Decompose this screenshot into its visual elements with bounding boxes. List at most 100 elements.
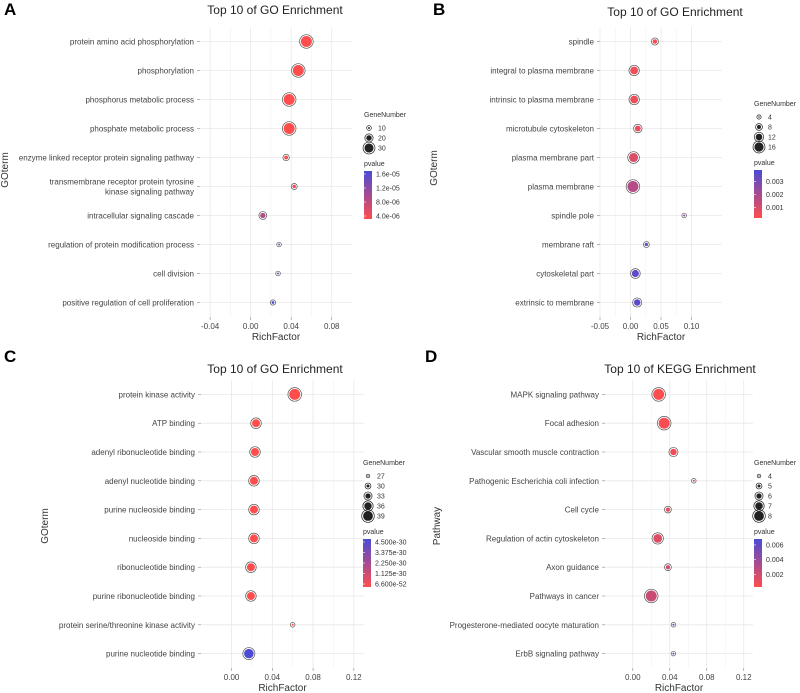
chart-title: Top 10 of GO Enrichment	[207, 3, 343, 17]
point-ring	[664, 563, 672, 571]
color-legend-label: 0.001	[766, 205, 784, 212]
point-ring	[249, 446, 261, 458]
size-legend-label: 4	[768, 115, 772, 122]
y-tick-label: Axon guidance	[546, 563, 599, 572]
color-legend-title: pvalue	[364, 161, 385, 168]
x-tick-label: 0.10	[684, 322, 700, 331]
size-legend-label: 33	[377, 494, 385, 501]
size-legend-label: 5	[768, 484, 772, 491]
data-point	[644, 242, 649, 247]
panel-a: A Top 10 of GO Enrichment protein amino ac…	[0, 0, 407, 343]
size-legend-title: GeneNumber	[754, 460, 797, 467]
point-ring	[670, 622, 677, 628]
y-tick-label: nucleoside binding	[129, 534, 195, 543]
point-ring	[630, 268, 641, 279]
y-tick-label: cell division	[153, 270, 194, 279]
y-tick-label: Pathogenic Escherichia coli infection	[469, 477, 599, 486]
y-tick-label: extrinsic to membrane	[515, 299, 594, 308]
y-axis-label: Pathway	[432, 507, 443, 545]
x-axis-label: RichFactor	[637, 332, 686, 343]
data-point	[683, 214, 686, 217]
point-ring	[633, 123, 643, 134]
data-point	[631, 269, 639, 278]
size-legend-dot	[755, 133, 763, 141]
y-axis-label: GOterm	[40, 508, 51, 544]
color-legend-label: 0.004	[766, 557, 784, 564]
data-point	[283, 123, 295, 134]
data-point	[300, 36, 312, 47]
color-legend-label: 0.002	[766, 192, 784, 199]
data-point	[278, 243, 281, 246]
data-point	[250, 448, 259, 456]
data-point	[672, 623, 675, 626]
data-point	[630, 95, 639, 104]
size-legend-ring	[755, 482, 763, 490]
x-tick-label: 0.08	[699, 673, 715, 682]
size-legend-label: 39	[377, 514, 385, 521]
data-point	[670, 448, 677, 456]
size-legend-ring	[755, 123, 763, 131]
y-tick-label: cytoskeletal part	[536, 270, 595, 279]
point-ring	[290, 183, 298, 190]
point-ring	[258, 211, 268, 220]
y-axis-label: GOterm	[429, 150, 440, 186]
color-legend-label: 1.2e-05	[376, 186, 400, 193]
data-point	[629, 152, 639, 163]
data-point	[283, 94, 295, 105]
point-ring	[291, 63, 306, 78]
y-tick-label: phosphorus metabolic process	[85, 96, 194, 105]
y-tick-label: intrinsic to plasma membrane	[490, 96, 595, 105]
data-point	[277, 272, 280, 275]
size-legend-ring	[361, 509, 375, 523]
point-ring	[248, 475, 260, 487]
point-ring	[242, 647, 256, 660]
size-legend-dot	[758, 116, 760, 118]
y-tick-label: regulation of protein modification proce…	[48, 241, 194, 250]
size-legend-title: GeneNumber	[754, 101, 797, 108]
point-ring	[628, 64, 640, 77]
point-ring	[625, 179, 641, 194]
point-ring	[282, 153, 290, 162]
point-ring	[245, 590, 257, 602]
x-axis-label: RichFactor	[258, 683, 307, 693]
data-point	[292, 65, 304, 76]
panel-letter: D	[425, 347, 437, 366]
color-legend-title: pvalue	[363, 529, 384, 536]
y-tick-label: ATP binding	[152, 419, 195, 428]
point-ring	[651, 387, 666, 402]
point-ring	[248, 503, 260, 516]
data-point	[252, 419, 261, 428]
size-legend-title: GeneNumber	[364, 112, 407, 119]
x-tick-label: 0.04	[265, 673, 281, 682]
size-legend-dot	[366, 135, 372, 141]
point-ring	[282, 121, 297, 136]
data-point	[672, 652, 675, 655]
y-tick-label: phosphate metabolic process	[90, 125, 194, 134]
panel-letter: C	[4, 347, 16, 366]
color-legend-label: 4.0e-06	[376, 214, 400, 221]
y-tick-label: microtubule cytoskeleton	[506, 125, 594, 134]
size-legend-dot	[757, 484, 761, 488]
color-legend-title: pvalue	[754, 529, 775, 536]
size-legend-dot	[368, 127, 370, 129]
x-tick-label: 0.08	[305, 673, 321, 682]
size-legend-label: 16	[768, 145, 776, 152]
size-legend-label: 10	[378, 126, 386, 133]
panel-d: D Top 10 of KEGG Enrichment MAPK signaling…	[425, 347, 797, 693]
size-legend-ring	[365, 473, 371, 479]
color-legend-label: 3.375e-30	[375, 550, 407, 557]
data-point	[658, 417, 670, 429]
y-tick-label: plasma membrane part	[512, 154, 595, 163]
point-ring	[299, 34, 314, 49]
data-point	[289, 388, 301, 400]
point-ring	[628, 93, 640, 106]
x-tick-label: -0.04	[201, 322, 220, 331]
point-ring	[650, 37, 659, 46]
point-ring	[632, 297, 643, 308]
data-point	[291, 623, 294, 626]
x-axis-label: RichFactor	[252, 332, 301, 343]
point-ring	[643, 241, 650, 248]
size-legend-label: 12	[768, 135, 776, 142]
data-point	[633, 299, 641, 306]
data-point	[244, 648, 254, 659]
